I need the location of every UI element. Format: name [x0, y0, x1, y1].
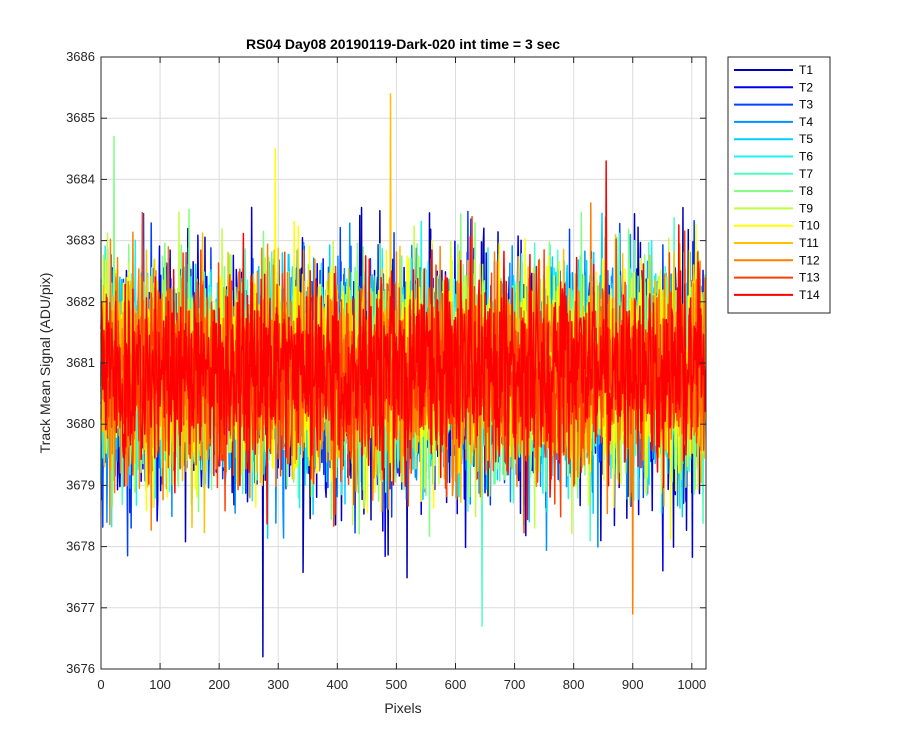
x-tick-label: 400	[326, 677, 348, 692]
chart-title: RS04 Day08 20190119-Dark-020 int time = …	[246, 36, 560, 52]
y-tick-label: 3684	[66, 171, 95, 186]
y-tick-label: 3682	[66, 294, 95, 309]
legend-label-t4: T4	[799, 115, 813, 129]
x-tick-label: 600	[445, 677, 467, 692]
y-tick-label: 3686	[66, 49, 95, 64]
legend-label-t6: T6	[799, 150, 813, 164]
legend-label-t5: T5	[799, 132, 813, 146]
legend-label-t11: T11	[799, 236, 819, 250]
series-lines	[100, 92, 707, 658]
y-axis-label: Track Mean Signal (ADU/pix)	[37, 273, 53, 454]
y-tick-label: 3680	[66, 416, 95, 431]
x-tick-label: 1000	[677, 677, 706, 692]
y-tick-label: 3681	[66, 355, 95, 370]
x-tick-label: 200	[208, 677, 230, 692]
y-tick-label: 3685	[66, 110, 95, 125]
x-tick-label: 0	[97, 677, 104, 692]
x-tick-label: 500	[386, 677, 408, 692]
y-tick-label: 3677	[66, 600, 95, 615]
x-axis-label: Pixels	[384, 700, 421, 716]
legend-label-t2: T2	[799, 80, 813, 94]
series-line-t14	[100, 160, 707, 525]
x-tick-label: 900	[622, 677, 644, 692]
axis-ticks: 0 100 200 300 400 500 600 700 800 900 1000 3676 3677…	[66, 49, 706, 692]
y-tick-label: 3676	[66, 661, 95, 676]
legend-label-t14: T14	[799, 288, 820, 302]
legend-label-t8: T8	[799, 184, 813, 198]
y-tick-label: 3683	[66, 233, 95, 248]
legend-label-t13: T13	[799, 271, 820, 285]
legend-label-t1: T1	[799, 63, 813, 77]
y-tick-label: 3679	[66, 477, 95, 492]
legend: T1 T2 T3 T4 T5 T6 T7 T8 T9 T10 T11 T12 T13 T14	[727, 56, 831, 314]
x-tick-label: 800	[563, 677, 585, 692]
legend-label-t7: T7	[799, 167, 813, 181]
legend-box	[727, 56, 831, 314]
y-tick-label: 3678	[66, 539, 95, 554]
legend-label-t9: T9	[799, 201, 813, 215]
legend-label-t10: T10	[799, 219, 820, 233]
x-tick-label: 100	[149, 677, 171, 692]
legend-label-t3: T3	[799, 98, 813, 112]
legend-label-t12: T12	[799, 253, 820, 267]
x-tick-label: 700	[504, 677, 526, 692]
x-tick-label: 300	[267, 677, 289, 692]
